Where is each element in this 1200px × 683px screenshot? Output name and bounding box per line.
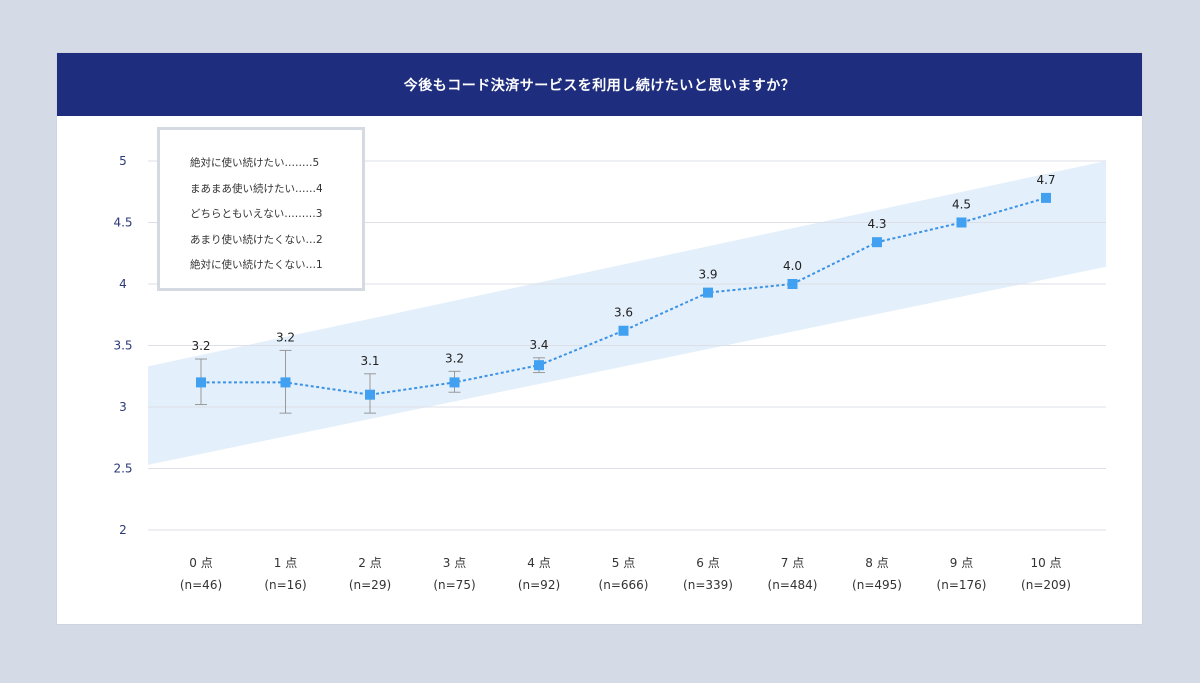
x-tick-label: 9 点 [950,556,973,570]
legend-item: 絶対に使い続けたくない…1 [190,259,323,271]
sample-size-label: (n=495) [852,578,902,592]
series-line [201,196,1047,396]
data-point-marker [196,377,206,388]
y-tick-label: 3.5 [113,339,132,353]
data-label: 4.3 [867,217,886,231]
y-tick-label: 2.5 [113,462,132,476]
data-point-marker [534,360,544,371]
sample-size-label: (n=666) [599,578,649,592]
x-tick-label: 3 点 [443,556,466,570]
data-label: 4.7 [1036,173,1055,187]
data-label: 3.2 [445,351,464,365]
sample-size-label: (n=46) [180,578,222,592]
x-tick-label: 0 点 [189,556,212,570]
data-label: 3.2 [191,339,210,353]
legend-item: どちらともいえない………3 [190,208,323,220]
data-label: 4.5 [952,198,971,212]
data-point-marker [618,325,629,336]
trend-band [148,161,1106,465]
data-point-marker [703,287,713,298]
data-point-marker [365,389,375,400]
y-tick-label: 4 [119,277,127,291]
sample-size-label: (n=29) [349,578,391,592]
x-tick-label: 8 点 [865,556,888,570]
y-tick-label: 2 [119,523,127,537]
data-label: 3.2 [276,330,295,344]
legend: 絶対に使い続けたい……‥5 まあまあ使い続けたい……4 どちらともいえない………… [157,127,365,291]
data-point-marker [872,237,882,248]
sample-size-label: (n=209) [1021,578,1071,592]
x-tick-label: 7 点 [781,556,804,570]
data-point-marker [1041,192,1051,203]
data-point-marker [787,279,798,289]
legend-item: まあまあ使い続けたい……4 [190,182,323,195]
sample-size-label: (n=176) [937,578,987,592]
data-label: 4.0 [783,259,802,273]
x-tick-label: 1 点 [274,556,297,570]
data-label: 3.6 [614,306,633,320]
x-tick-label: 4 点 [527,556,550,570]
x-tick-label: 10 点 [1030,556,1061,570]
data-label: 3.9 [698,268,717,282]
sample-size-label: (n=16) [264,578,306,592]
sample-size-label: (n=484) [768,578,818,592]
x-tick-label: 6 点 [696,556,719,570]
legend-item: あまり使い続けたくない…2 [190,233,323,246]
sample-size-label: (n=92) [518,578,560,592]
y-tick-label: 5 [119,154,127,168]
sample-size-label: (n=339) [683,578,733,592]
data-point-marker [449,377,460,388]
data-point-marker [956,217,967,228]
data-label: 3.4 [529,338,548,352]
y-tick-label: 4.5 [113,216,132,230]
data-label: 3.1 [360,354,379,368]
y-tick-label: 3 [119,400,127,414]
chart-title: 今後もコード決済サービスを利用し続けたいと思いますか？ [57,53,1142,116]
legend-item: 絶対に使い続けたい……‥5 [190,157,320,169]
data-point-marker [280,377,291,388]
sample-size-label: (n=75) [433,578,475,592]
x-tick-label: 2 点 [358,556,381,570]
x-tick-label: 5 点 [612,556,635,570]
